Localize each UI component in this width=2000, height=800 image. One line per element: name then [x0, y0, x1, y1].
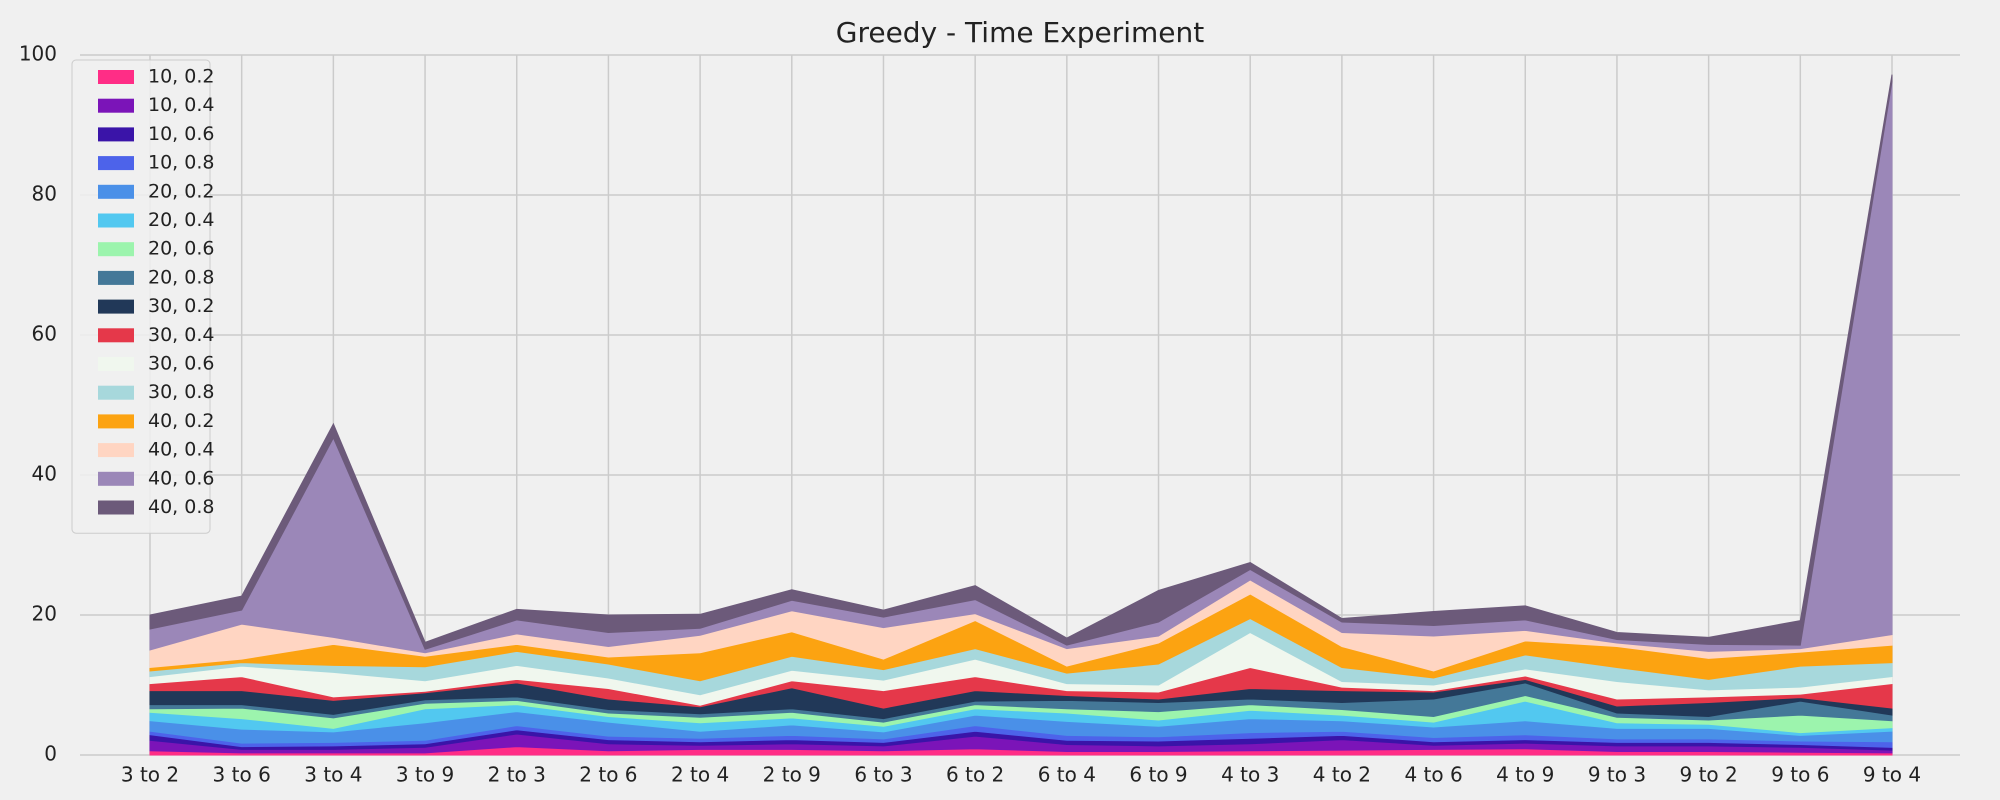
- legend-label: 40, 0.4: [148, 439, 214, 461]
- y-tick-label: 0: [44, 742, 57, 766]
- y-tick-label: 80: [32, 182, 57, 206]
- y-tick-label: 100: [19, 42, 57, 66]
- legend-swatch: [98, 471, 134, 486]
- legend-swatch: [98, 500, 134, 515]
- legend-label: 40, 0.2: [148, 410, 214, 432]
- x-tick-label: 6 to 3: [854, 763, 912, 787]
- legend-swatch: [98, 299, 134, 314]
- x-tick-label: 2 to 4: [671, 763, 729, 787]
- legend-label: 30, 0.4: [148, 324, 214, 346]
- x-tick-label: 2 to 3: [488, 763, 546, 787]
- legend-label: 10, 0.6: [148, 123, 214, 145]
- x-tick-label: 6 to 9: [1129, 763, 1187, 787]
- legend-label: 30, 0.2: [148, 295, 214, 317]
- legend-label: 30, 0.8: [148, 381, 214, 403]
- legend-swatch: [98, 184, 134, 199]
- y-tick-label: 60: [32, 322, 57, 346]
- x-tick-label: 4 to 9: [1496, 763, 1554, 787]
- legend-label: 20, 0.6: [148, 238, 214, 260]
- x-tick-label: 2 to 9: [763, 763, 821, 787]
- x-tick-label: 3 to 4: [304, 763, 362, 787]
- legend-label: 20, 0.2: [148, 180, 214, 202]
- x-tick-label: 9 to 3: [1588, 763, 1646, 787]
- legend-swatch: [98, 242, 134, 257]
- legend-swatch: [98, 443, 134, 458]
- x-axis: 3 to 2 3 to 6 3 to 4 3 to 9 2 to 3 2 to 6 2 to…: [121, 763, 1921, 787]
- legend-label: 10, 0.2: [148, 66, 214, 88]
- legend-swatch: [98, 156, 134, 171]
- legend-label: 20, 0.8: [148, 266, 214, 288]
- legend-swatch: [98, 70, 134, 84]
- plot-area: [149, 74, 1893, 756]
- x-tick-label: 9 to 2: [1680, 763, 1738, 787]
- legend-label: 40, 0.6: [148, 467, 214, 489]
- legend-swatch: [98, 328, 134, 343]
- legend-label: 20, 0.4: [148, 209, 214, 231]
- legend-swatch: [98, 270, 134, 285]
- x-tick-label: 3 to 2: [121, 763, 179, 787]
- x-tick-label: 9 to 4: [1863, 763, 1921, 787]
- legend-swatch: [98, 127, 134, 142]
- y-tick-label: 40: [32, 462, 57, 486]
- x-tick-label: 4 to 2: [1313, 763, 1371, 787]
- area-series-40-0-8: [149, 74, 1893, 650]
- x-tick-label: 9 to 6: [1771, 763, 1829, 787]
- y-axis: 0 20 40 60 80 100: [19, 42, 57, 766]
- legend-swatch: [98, 385, 134, 400]
- legend-swatch: [98, 414, 134, 429]
- x-tick-label: 6 to 2: [946, 763, 1004, 787]
- x-tick-label: 6 to 4: [1038, 763, 1096, 787]
- legend-label: 10, 0.4: [148, 94, 214, 116]
- legend-label: 10, 0.8: [148, 152, 214, 174]
- x-tick-label: 4 to 3: [1221, 763, 1279, 787]
- legend-swatch: [98, 357, 134, 371]
- x-tick-label: 2 to 6: [579, 763, 637, 787]
- y-tick-label: 20: [32, 602, 57, 626]
- legend-swatch: [98, 98, 134, 113]
- legend-label: 40, 0.8: [148, 496, 214, 518]
- area-series-40-0-6: [149, 81, 1893, 654]
- chart-title: Greedy - Time Experiment: [836, 16, 1205, 49]
- x-tick-label: 4 to 6: [1404, 763, 1462, 787]
- legend-label: 30, 0.6: [148, 353, 214, 375]
- legend: 10, 0.2 10, 0.4 10, 0.6 10, 0.8 20, 0.2 20, 0…: [71, 59, 214, 534]
- legend-swatch: [98, 213, 134, 228]
- x-tick-label: 3 to 9: [396, 763, 454, 787]
- x-tick-label: 3 to 6: [213, 763, 271, 787]
